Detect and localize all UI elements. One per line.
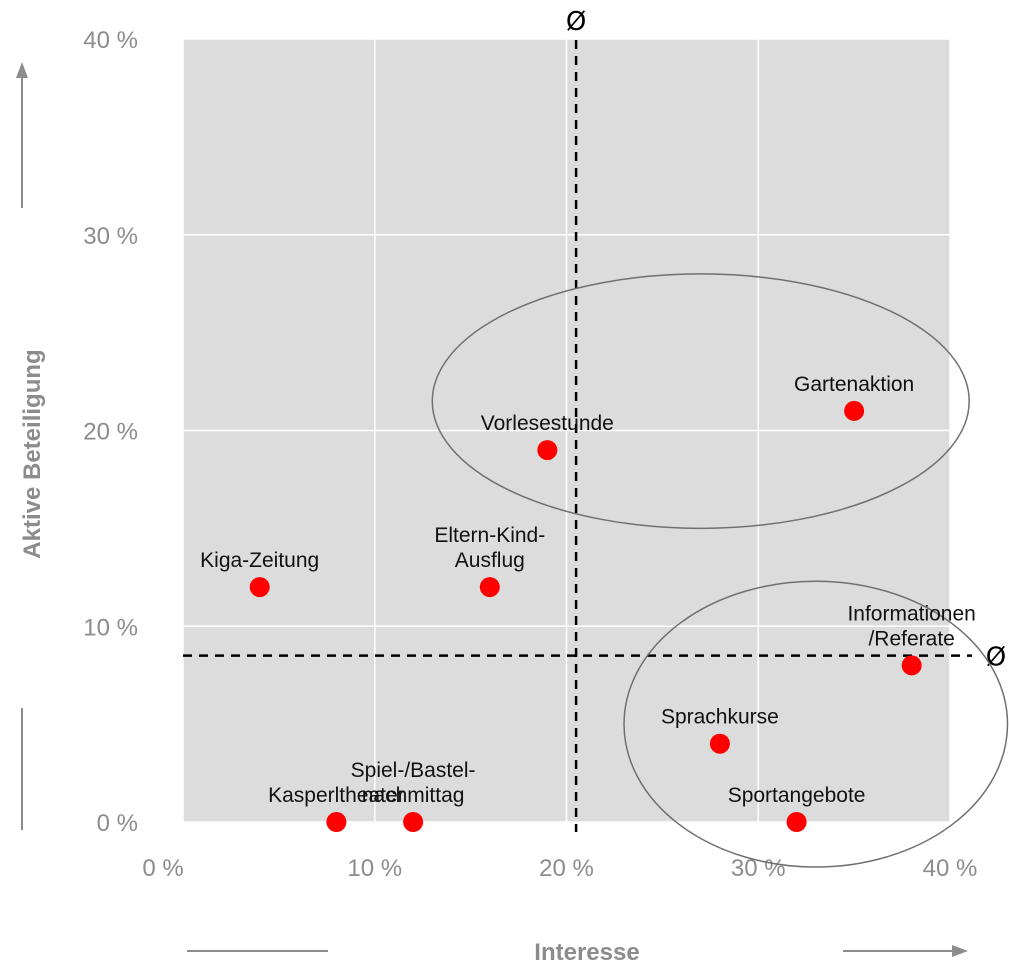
data-point (403, 812, 424, 832)
tick-labels: 0 % 10 % 20 % 30 % 40 % 0 % 10 % 20 % 30 % 40 % (83, 27, 977, 882)
y-tick-label: 0 % (97, 810, 138, 837)
point-label: Sprachkurse (661, 706, 779, 729)
x-tick-label: 30 % (731, 855, 786, 882)
data-point (479, 577, 500, 598)
data-point (844, 400, 865, 421)
point-label: Eltern-Kind-Ausflug (434, 524, 545, 572)
point-label: Sportangebote (728, 784, 866, 807)
point-label: Spiel-/Bastel-nachmittag (351, 759, 476, 807)
data-point (786, 812, 807, 832)
cluster-ellipse (623, 580, 1009, 868)
average-x-marker: Ø (566, 7, 586, 37)
x-tick-label: 40 % (923, 855, 978, 882)
cluster-ellipses (431, 273, 1009, 868)
data-point (709, 733, 730, 754)
cluster-ellipse (431, 273, 970, 530)
y-tick-label: 30 % (83, 223, 138, 250)
y-tick-label: 20 % (83, 419, 138, 446)
average-lines: ØØ (183, 7, 1006, 832)
point-label: Vorlesestunde (481, 412, 614, 435)
x-tick-label: 10 % (347, 855, 402, 882)
point-label: Kiga-Zeitung (200, 549, 319, 572)
x-arrow-head (952, 945, 968, 957)
data-point (537, 440, 558, 461)
point-label: Kasperltheater (268, 784, 405, 807)
axis-arrows (16, 62, 968, 957)
y-axis-title: Aktive Beteiligung (19, 349, 46, 558)
y-tick-label: 40 % (83, 27, 138, 54)
point-label: Gartenaktion (794, 373, 914, 396)
x-tick-label: 20 % (539, 855, 594, 882)
y-tick-label: 10 % (83, 614, 138, 641)
data-points: Gartenaktion Vorlesestunde Eltern-Kind-Aus… (200, 373, 976, 832)
x-axis-title: Interesse (534, 939, 639, 966)
x-tick-label: 0 % (142, 855, 183, 882)
average-y-marker: Ø (986, 643, 1006, 673)
gridlines (182, 38, 951, 823)
data-point (901, 655, 922, 676)
data-point (326, 812, 347, 832)
y-arrow-head (16, 62, 28, 78)
data-point (249, 577, 270, 598)
point-label: Informationen/Referate (847, 602, 975, 650)
